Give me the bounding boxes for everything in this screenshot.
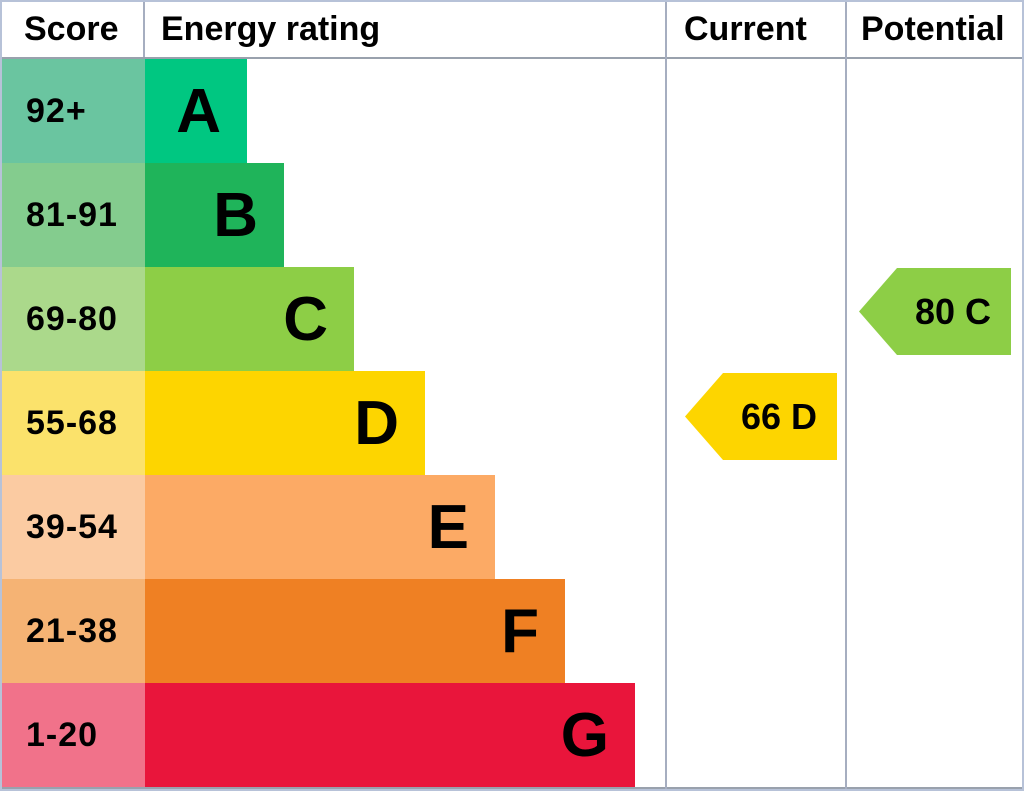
column-divider-current — [665, 2, 667, 789]
score-range-d: 55-68 — [2, 371, 145, 475]
band-bar-a: A — [145, 59, 247, 163]
band-row-a: 92+ A — [2, 59, 1022, 163]
column-header-potential: Potential — [861, 10, 1005, 48]
band-bar-b: B — [145, 163, 284, 267]
band-row-b: 81-91 B — [2, 163, 1022, 267]
score-range-e: 39-54 — [2, 475, 145, 579]
band-row-c: 69-80 C — [2, 267, 1022, 371]
score-range-c: 69-80 — [2, 267, 145, 371]
band-bar-c: C — [145, 267, 354, 371]
band-bar-g: G — [145, 683, 635, 787]
score-range-g: 1-20 — [2, 683, 145, 787]
band-rows: 92+ A 81-91 B 69-80 C 55-68 D 39-54 E 21… — [2, 59, 1022, 789]
band-bar-d: D — [145, 371, 425, 475]
column-header-current: Current — [684, 10, 807, 48]
score-range-b: 81-91 — [2, 163, 145, 267]
band-row-e: 39-54 E — [2, 475, 1022, 579]
band-row-f: 21-38 F — [2, 579, 1022, 683]
score-range-a: 92+ — [2, 59, 145, 163]
column-header-energy-rating: Energy rating — [161, 10, 381, 48]
band-bar-f: F — [145, 579, 565, 683]
column-header-score: Score — [2, 2, 145, 57]
chart-header-row: Score Energy rating Current Potential — [2, 2, 1022, 59]
band-bar-e: E — [145, 475, 495, 579]
band-row-g: 1-20 G — [2, 683, 1022, 787]
column-divider-potential — [845, 2, 847, 789]
score-range-f: 21-38 — [2, 579, 145, 683]
band-row-d: 55-68 D — [2, 371, 1022, 475]
